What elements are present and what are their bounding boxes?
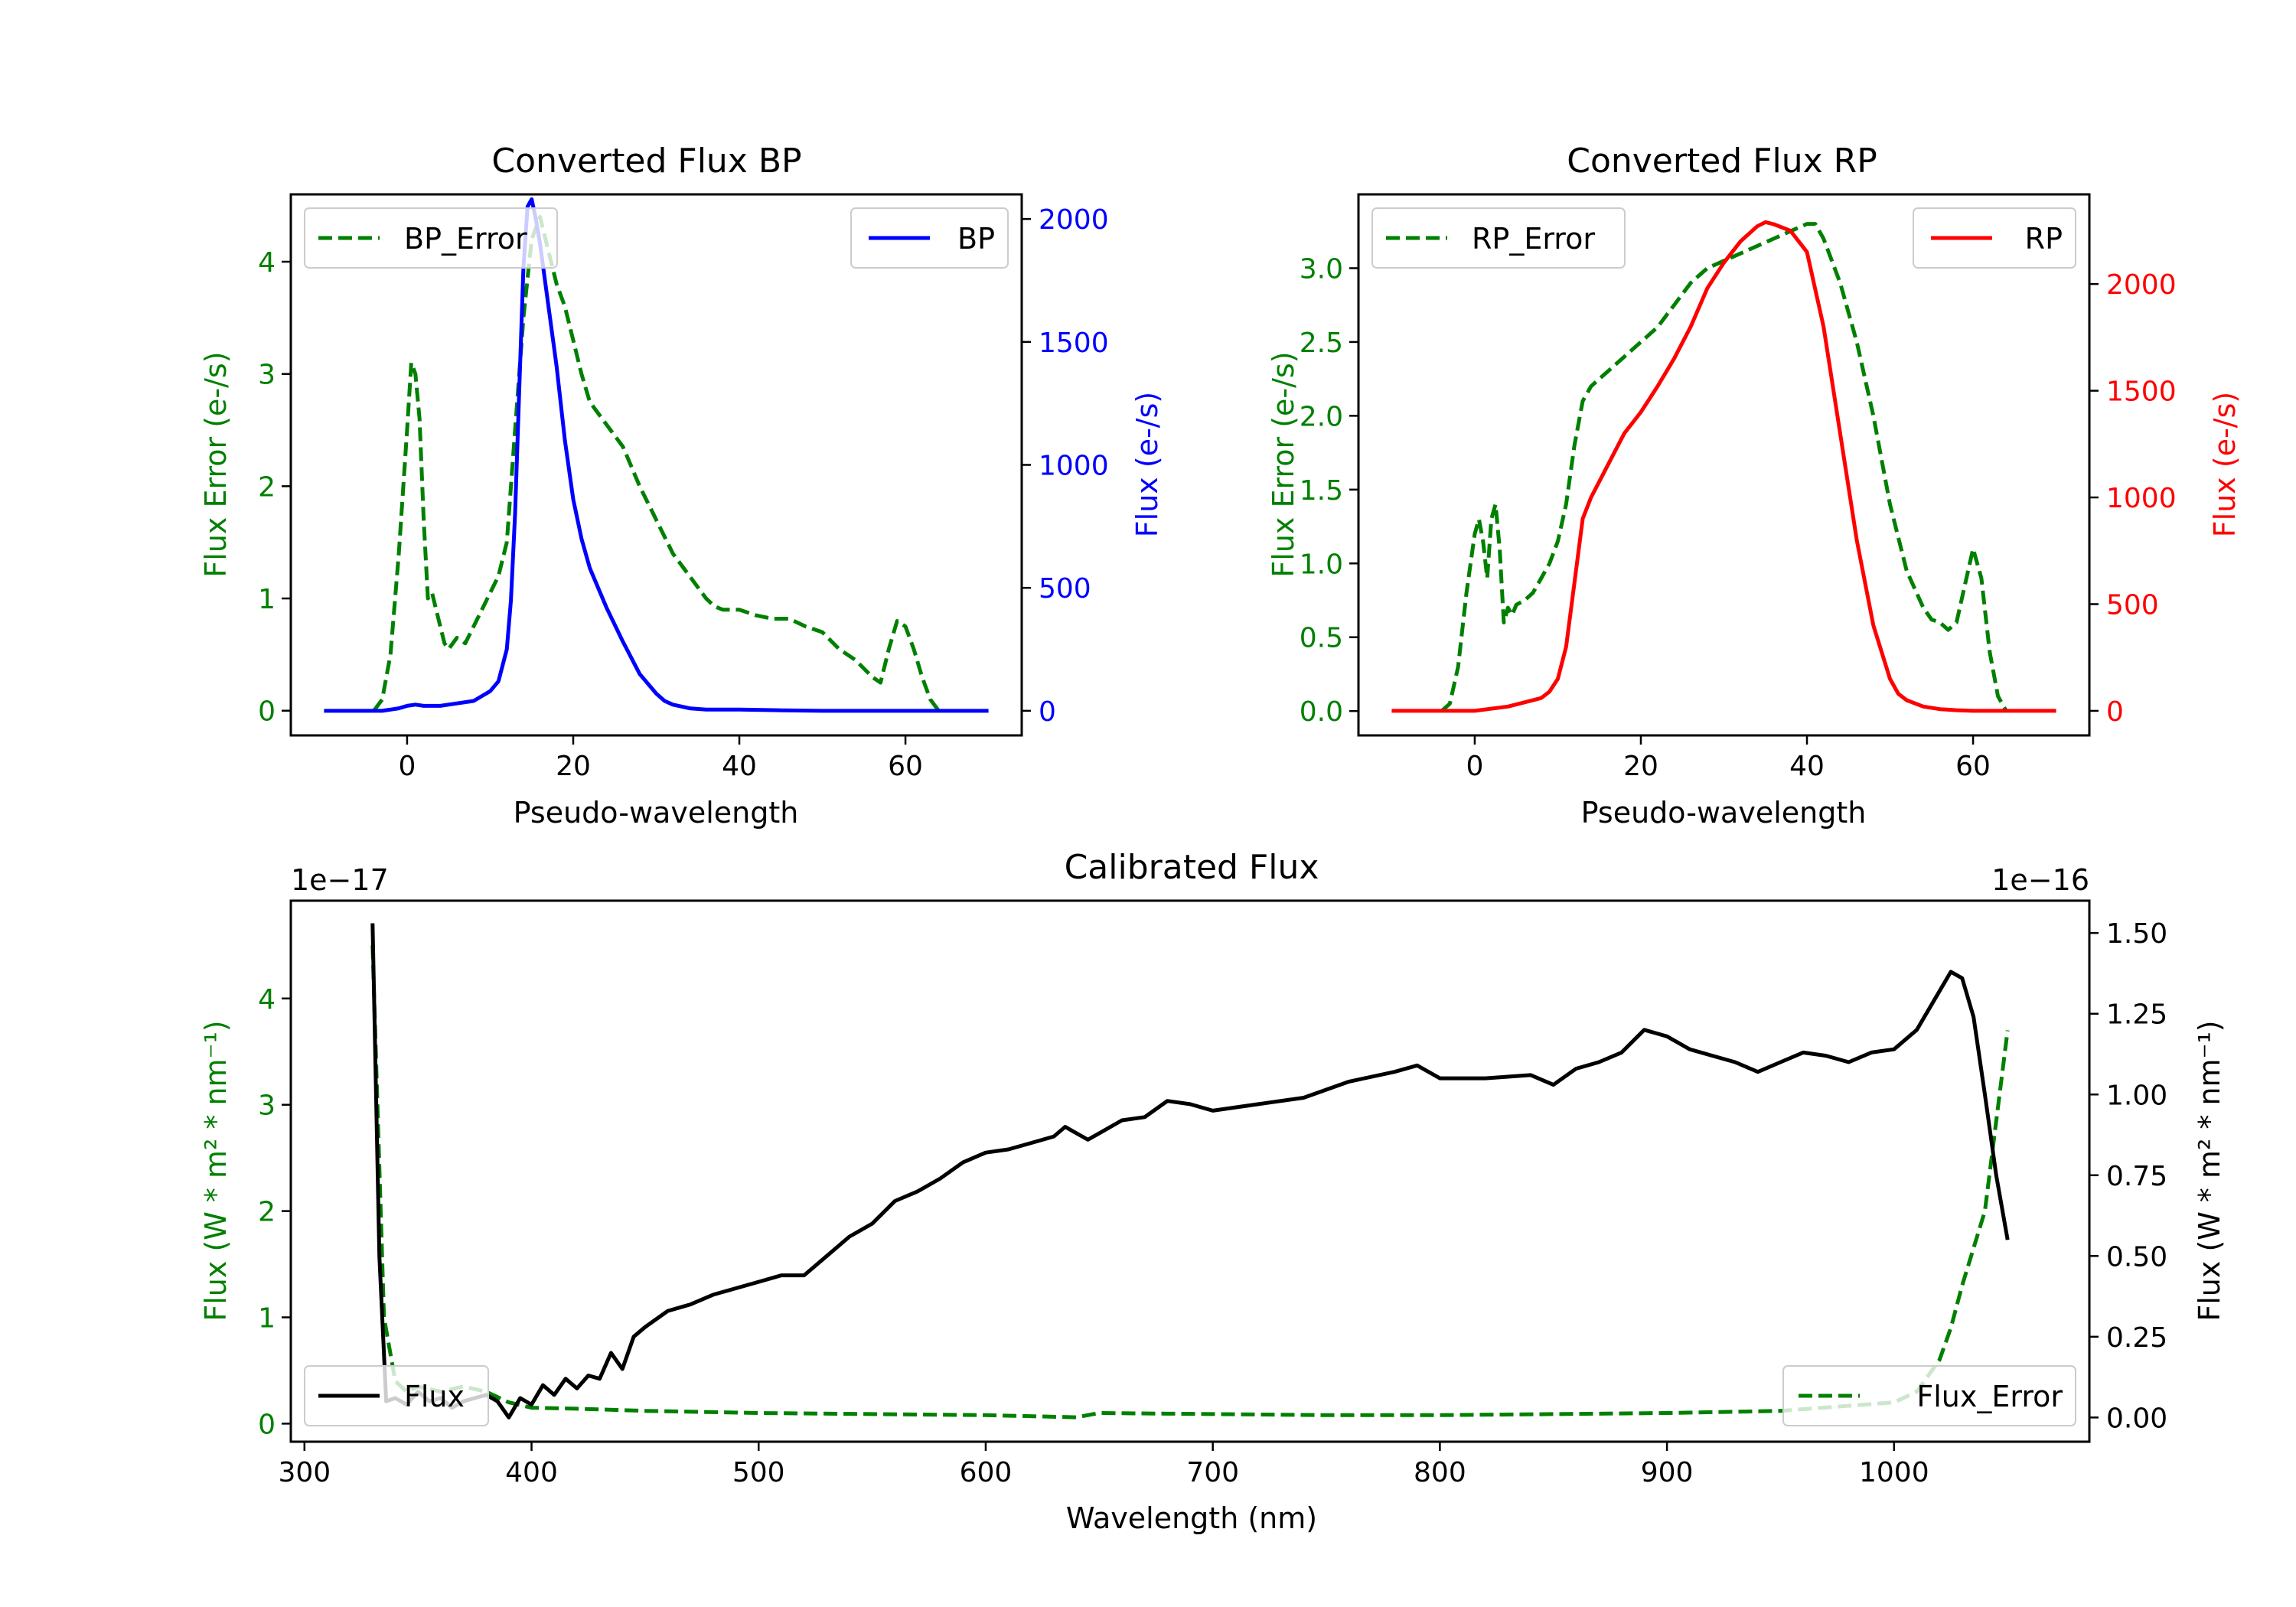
left-y-tick-label: 0 xyxy=(258,1409,276,1440)
legend-label-flux: Flux xyxy=(404,1380,465,1413)
left-y-tick-label: 3.0 xyxy=(1300,253,1343,285)
right-y-tick-label: 0.25 xyxy=(2106,1322,2167,1354)
x-tick-label: 40 xyxy=(1789,751,1825,782)
legend-label-flux-error: Flux_Error xyxy=(1916,1380,2063,1413)
right-y-tick-label: 0.50 xyxy=(2106,1241,2167,1273)
left-y-tick-label: 1.0 xyxy=(1300,549,1343,580)
left-y-tick-label: 4 xyxy=(258,984,276,1015)
legend-error: Flux_Error xyxy=(1782,1365,2076,1426)
legend-label-rp-error: RP_Error xyxy=(1472,222,1595,256)
right-y-tick-label: 0 xyxy=(1039,696,1056,728)
legend-label-bp: BP xyxy=(957,222,995,256)
legend-flux: RP xyxy=(1913,207,2076,269)
right-y-tick-label: 1.25 xyxy=(2106,999,2167,1031)
right-y-tick-label: 500 xyxy=(2106,589,2159,621)
chart-title: Calibrated Flux xyxy=(1065,848,1319,887)
left-y-tick-label: 0.5 xyxy=(1300,623,1343,654)
right-offset-text: 1e−16 xyxy=(1991,863,2089,897)
x-axis-label: Wavelength (nm) xyxy=(1066,1501,1317,1535)
left-y-tick-label: 0 xyxy=(258,696,276,728)
chart-title: Converted Flux BP xyxy=(491,142,801,181)
left-y-tick-label: 1 xyxy=(258,584,276,615)
left-axis-label: Flux (W * m² * nm⁻¹) xyxy=(199,1020,233,1321)
left-y-tick-label: 4 xyxy=(258,247,276,279)
left-axis-label: Flux Error (e-/s) xyxy=(1267,351,1300,577)
legend-flux: BP xyxy=(850,207,1009,269)
x-tick-label: 60 xyxy=(1955,751,1991,782)
left-axis-label: Flux Error (e-/s) xyxy=(199,351,233,577)
right-axis-label: Flux (W * m² * nm⁻¹) xyxy=(2193,1020,2226,1321)
panel-converted-flux-bp: Converted Flux BP Pseudo-wavelength Flux… xyxy=(199,142,1164,830)
right-y-tick-label: 1.00 xyxy=(2106,1080,2167,1111)
x-tick-label: 900 xyxy=(1641,1457,1694,1488)
x-tick-label: 700 xyxy=(1186,1457,1239,1488)
x-axis-label: Pseudo-wavelength xyxy=(1581,796,1867,830)
series-line-bp-error xyxy=(372,214,941,712)
x-tick-label: 600 xyxy=(960,1457,1013,1488)
x-tick-label: 20 xyxy=(556,751,591,782)
series-line-bp xyxy=(324,197,989,713)
plot-frame xyxy=(289,899,2091,1443)
left-y-tick-label: 3 xyxy=(258,360,276,391)
left-offset-text: 1e−17 xyxy=(291,863,389,897)
x-tick-label: 20 xyxy=(1623,751,1658,782)
legend-flux: Flux xyxy=(304,1365,489,1426)
left-y-tick-label: 2.5 xyxy=(1300,328,1343,359)
plot-area xyxy=(324,197,989,713)
x-axis-label: Pseudo-wavelength xyxy=(514,796,799,830)
left-y-tick-label: 1.5 xyxy=(1300,475,1343,507)
x-tick-label: 40 xyxy=(722,751,757,782)
right-y-tick-label: 1000 xyxy=(2106,483,2177,514)
left-y-tick-label: 2.0 xyxy=(1300,401,1343,432)
left-y-tick-label: 0.0 xyxy=(1300,696,1343,728)
plot-frame xyxy=(1357,193,2091,737)
series-line-rp xyxy=(1391,220,2056,713)
left-y-tick-label: 2 xyxy=(258,471,276,503)
right-axis-label: Flux (e-/s) xyxy=(1130,392,1164,537)
panel-calibrated-flux: Calibrated Flux Wavelength (nm) 1e−17 1e… xyxy=(199,848,2226,1535)
right-y-tick-label: 1500 xyxy=(2106,376,2177,408)
left-y-tick-label: 2 xyxy=(258,1197,276,1228)
plot-area xyxy=(1391,220,2056,713)
x-tick-label: 1000 xyxy=(1859,1457,1929,1488)
right-y-tick-label: 2000 xyxy=(2106,269,2177,301)
series-line-rp-error xyxy=(1440,222,2008,713)
right-y-tick-label: 1000 xyxy=(1039,451,1109,482)
right-y-tick-label: 500 xyxy=(1039,573,1091,605)
right-y-tick-label: 0 xyxy=(2106,696,2124,728)
right-y-tick-label: 2000 xyxy=(1039,204,1109,236)
legend-error: RP_Error xyxy=(1371,207,1626,269)
right-axis-label: Flux (e-/s) xyxy=(2208,392,2242,537)
right-y-tick-label: 0.00 xyxy=(2106,1403,2167,1434)
right-y-tick-label: 0.75 xyxy=(2106,1161,2167,1192)
x-tick-label: 60 xyxy=(888,751,923,782)
chart-title: Converted Flux RP xyxy=(1567,142,1877,181)
series-line-flux xyxy=(370,923,2010,1420)
x-tick-label: 400 xyxy=(505,1457,558,1488)
legend-label-bp-error: BP_Error xyxy=(404,222,527,256)
legend-label-rp: RP xyxy=(2025,222,2063,256)
right-y-tick-label: 1.50 xyxy=(2106,918,2167,950)
x-tick-label: 300 xyxy=(278,1457,331,1488)
x-tick-label: 0 xyxy=(1466,751,1483,782)
right-y-tick-label: 1500 xyxy=(1039,328,1109,359)
x-tick-label: 500 xyxy=(732,1457,785,1488)
legend-error: BP_Error xyxy=(304,207,558,269)
left-y-tick-label: 3 xyxy=(258,1090,276,1122)
x-tick-label: 800 xyxy=(1414,1457,1466,1488)
panel-converted-flux-rp: Converted Flux RP Pseudo-wavelength Flux… xyxy=(1267,142,2242,830)
x-tick-label: 0 xyxy=(398,751,416,782)
left-y-tick-label: 1 xyxy=(258,1302,276,1334)
